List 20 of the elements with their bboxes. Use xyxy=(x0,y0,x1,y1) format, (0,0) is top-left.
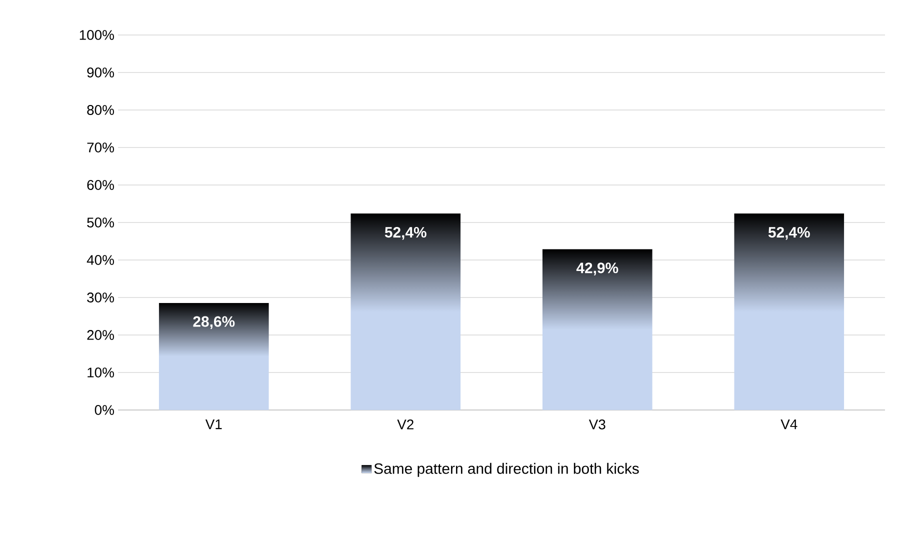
data-label: 28,6% xyxy=(193,316,235,330)
y-tick-label: 70% xyxy=(87,142,114,152)
legend-label: Same pattern and direction in both kicks xyxy=(374,462,639,477)
data-label: 52,4% xyxy=(384,227,426,240)
data-label: 52,4% xyxy=(768,227,810,240)
y-tick-label: 10% xyxy=(88,368,114,378)
x-tick-label: V2 xyxy=(397,419,414,430)
y-tick-label: 80% xyxy=(87,105,114,115)
x-tick-label: V1 xyxy=(205,420,222,430)
y-tick-label: 30% xyxy=(87,292,114,302)
y-tick-label: 60% xyxy=(87,180,114,190)
y-tick-label: 90% xyxy=(87,68,114,78)
y-tick-label: 40% xyxy=(86,255,114,265)
y-tick-label: 0% xyxy=(94,405,114,415)
y-tick-label: 100% xyxy=(80,30,114,40)
x-tick-label: V3 xyxy=(588,419,606,430)
x-tick-label: V4 xyxy=(780,420,798,430)
data-label: 42,9% xyxy=(576,262,618,276)
y-tick-label: 20% xyxy=(87,330,114,340)
y-tick-label: 50% xyxy=(87,218,114,228)
